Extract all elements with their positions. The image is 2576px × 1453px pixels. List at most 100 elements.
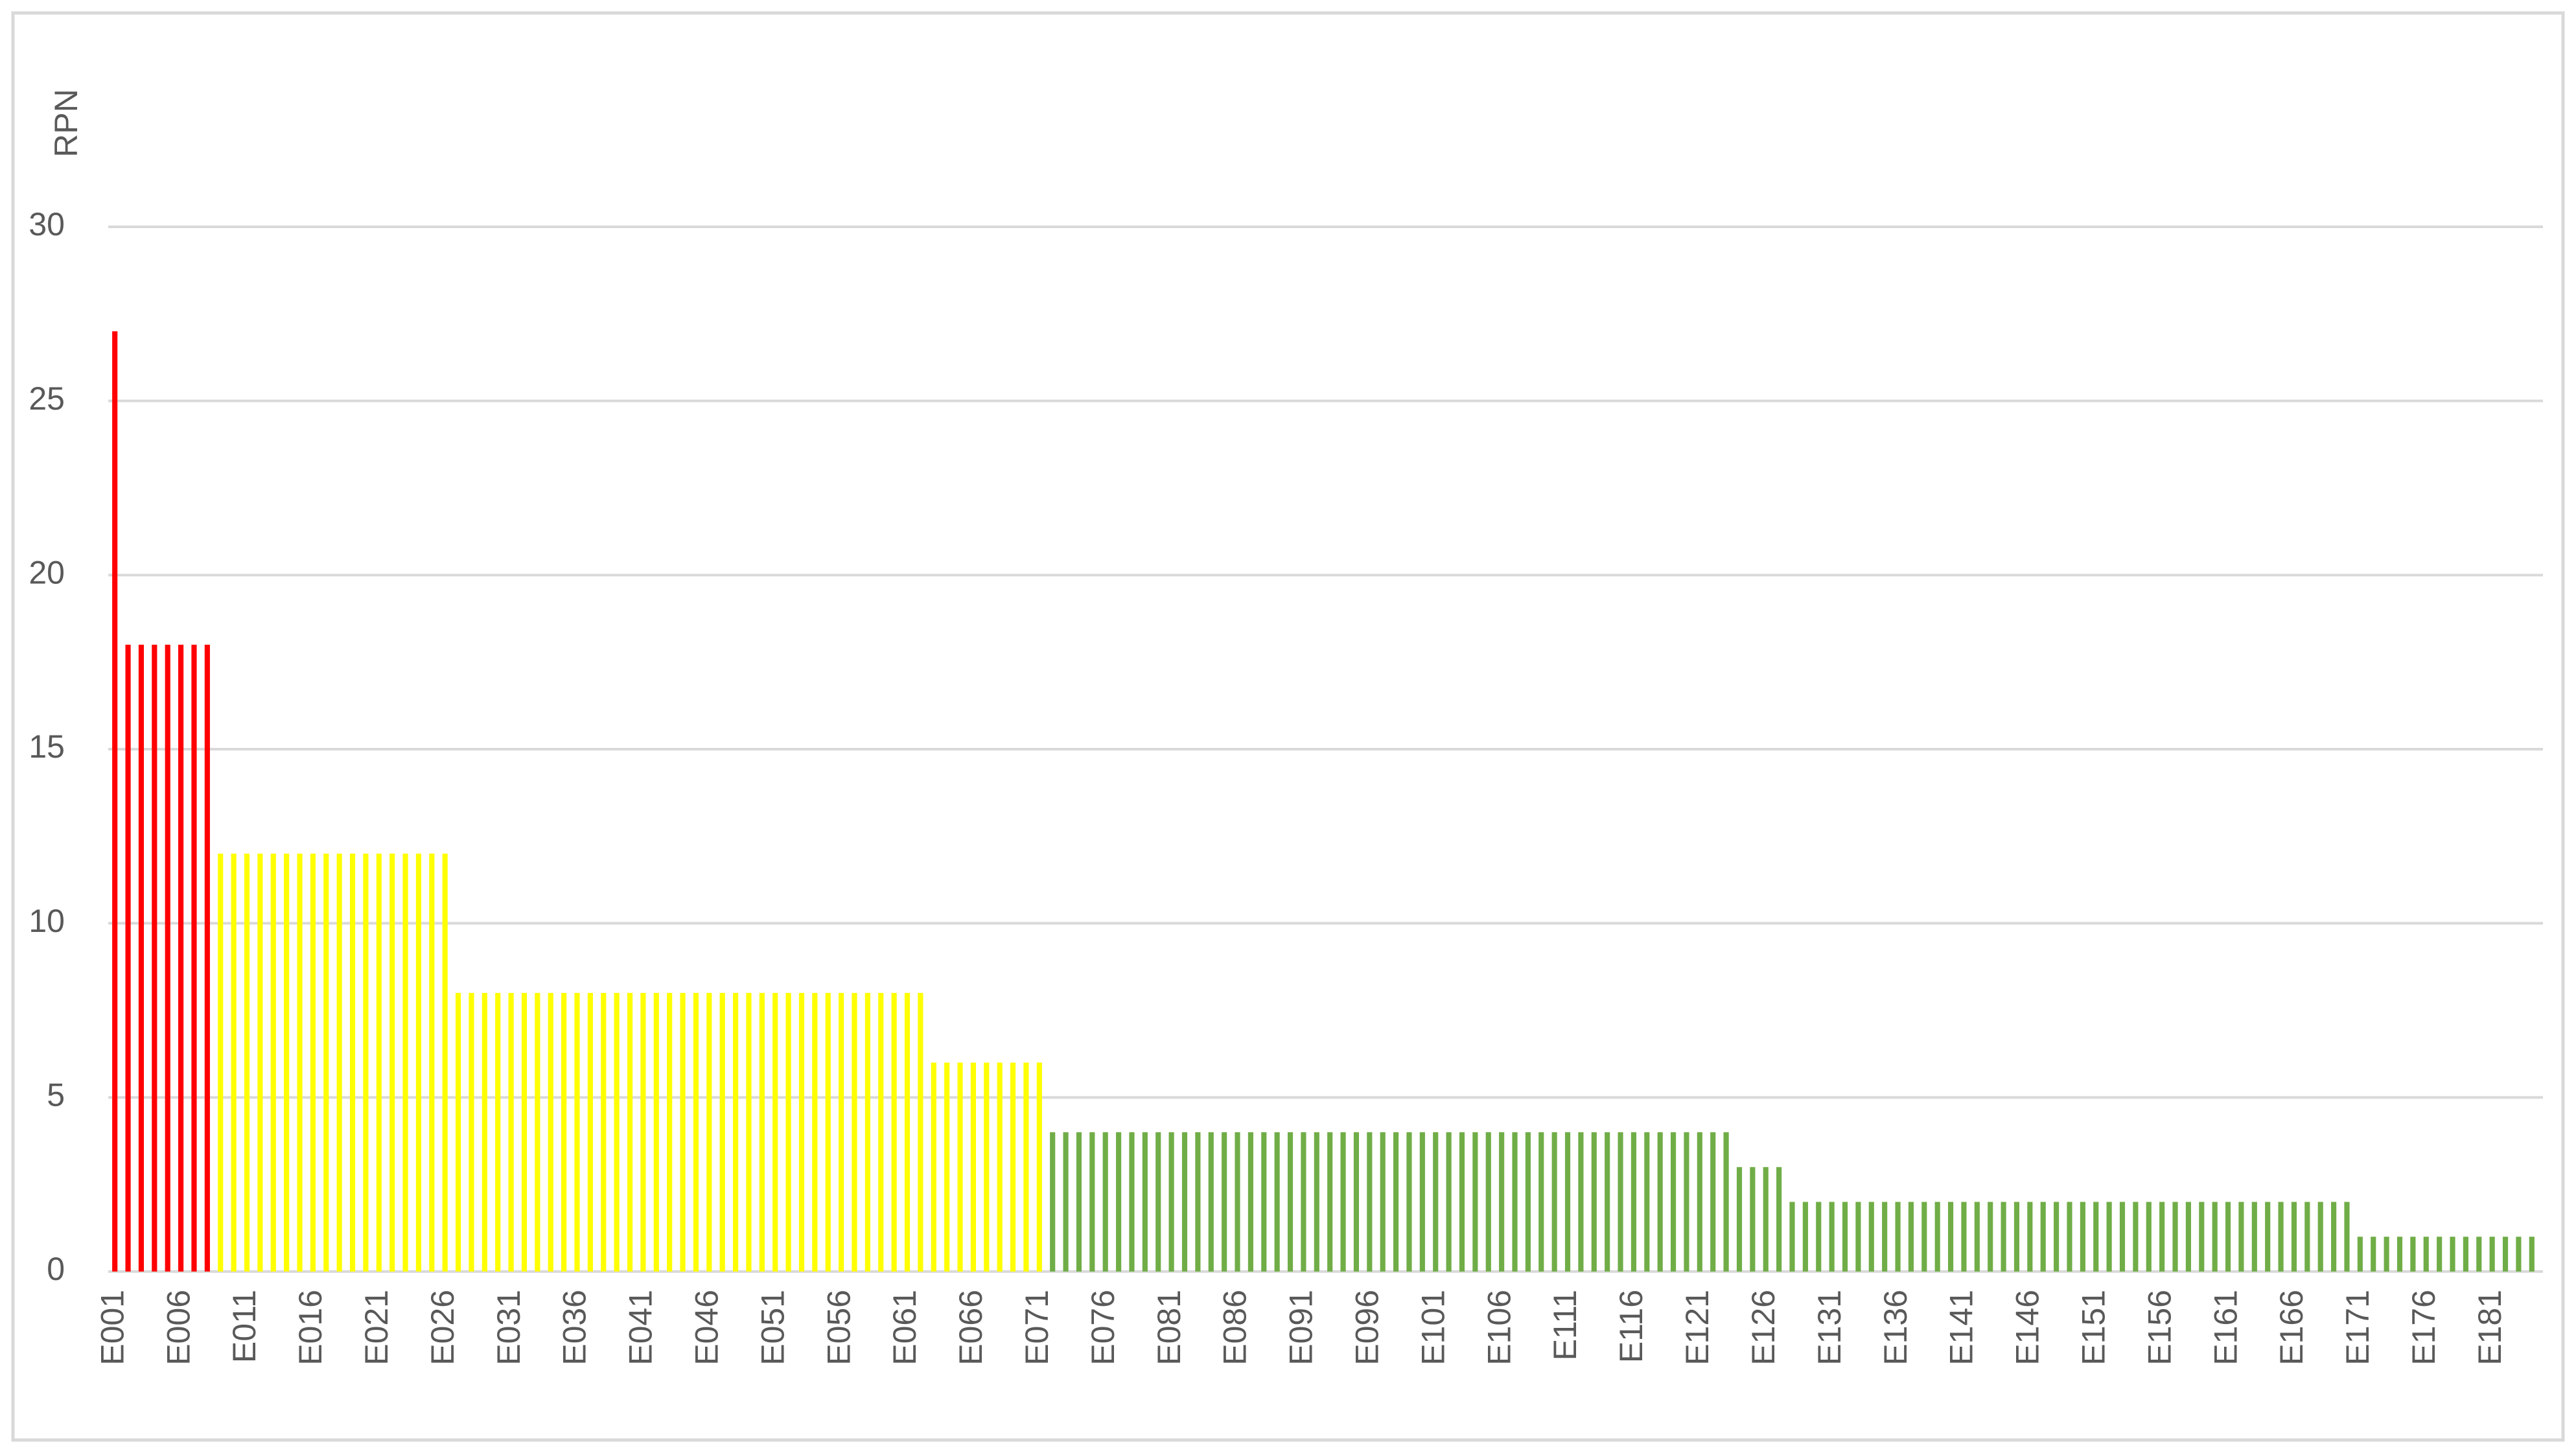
bar — [1630, 1132, 1637, 1272]
bar — [1525, 1132, 1531, 1272]
bar — [2199, 1202, 2205, 1272]
bar — [640, 993, 646, 1272]
bar — [957, 1062, 963, 1272]
x-tick-label: E106 — [1481, 1290, 1517, 1366]
bar — [415, 854, 422, 1272]
bar — [1736, 1167, 1743, 1272]
x-tick-label: E161 — [2207, 1290, 2244, 1366]
bar — [2159, 1202, 2165, 1272]
bar — [693, 993, 699, 1272]
x-tick-label: E126 — [1745, 1290, 1781, 1366]
bar — [218, 854, 224, 1272]
bar — [1988, 1202, 1993, 1272]
bar — [2476, 1237, 2482, 1272]
bar — [2212, 1202, 2218, 1272]
bar — [798, 993, 805, 1272]
bar — [627, 993, 633, 1272]
x-tick-label: E101 — [1415, 1290, 1451, 1366]
y-tick-label: 5 — [47, 1077, 65, 1113]
bar — [1314, 1132, 1319, 1272]
bar — [2357, 1237, 2363, 1272]
bar — [1485, 1132, 1491, 1272]
bar — [191, 644, 197, 1272]
bar — [178, 644, 184, 1272]
bar — [231, 854, 237, 1272]
bar — [561, 993, 567, 1272]
bar — [2093, 1202, 2099, 1272]
bar — [2502, 1237, 2509, 1272]
bar — [1472, 1132, 1478, 1272]
bar — [667, 993, 673, 1272]
bar — [1829, 1202, 1835, 1272]
x-tick-label: E071 — [1019, 1290, 1055, 1366]
bar — [2251, 1202, 2257, 1272]
x-tick-label: E081 — [1151, 1290, 1187, 1366]
bar — [112, 331, 118, 1272]
bar — [363, 854, 369, 1272]
bar — [1446, 1132, 1452, 1272]
bar — [1974, 1202, 1980, 1272]
bar — [2304, 1202, 2310, 1272]
bar — [653, 993, 659, 1272]
x-tick-label: E141 — [1944, 1290, 1980, 1366]
x-tick-label: E031 — [491, 1290, 527, 1366]
bar — [984, 1062, 990, 1272]
bar — [2027, 1202, 2033, 1272]
bar — [336, 854, 342, 1272]
bar — [1406, 1132, 1412, 1272]
x-tick-label: E156 — [2141, 1290, 2177, 1366]
bar — [1287, 1132, 1294, 1272]
bar — [812, 993, 818, 1272]
bar — [204, 644, 210, 1272]
bar — [1142, 1132, 1148, 1272]
bar — [2054, 1202, 2060, 1272]
bar — [495, 993, 501, 1272]
bar — [297, 854, 303, 1272]
x-tick-label: E146 — [2010, 1290, 2046, 1366]
bar — [535, 993, 540, 1272]
x-tick-label: E176 — [2406, 1290, 2442, 1366]
bar — [878, 993, 884, 1272]
bar — [2265, 1202, 2271, 1272]
bar — [2225, 1202, 2231, 1272]
bar — [1895, 1202, 1901, 1272]
bar — [323, 854, 329, 1272]
bar — [1697, 1132, 1702, 1272]
bar — [2410, 1237, 2416, 1272]
bar — [1789, 1202, 1795, 1272]
bar — [1353, 1132, 1360, 1272]
bar — [1499, 1132, 1505, 1272]
y-axis-label: RPN — [48, 89, 84, 157]
x-tick-label: E006 — [160, 1290, 196, 1366]
bar — [469, 993, 474, 1272]
bar — [548, 993, 553, 1272]
bar — [904, 993, 911, 1272]
bar — [2238, 1202, 2244, 1272]
bar — [1605, 1132, 1610, 1272]
bar — [389, 854, 395, 1272]
bar — [574, 993, 580, 1272]
bar — [429, 854, 435, 1272]
bar — [402, 854, 408, 1272]
bar — [165, 644, 170, 1272]
x-tick-label: E016 — [292, 1290, 329, 1366]
bar — [2331, 1202, 2337, 1272]
bar — [284, 854, 290, 1272]
x-tick-label: E091 — [1283, 1290, 1319, 1366]
x-tick-label: E051 — [754, 1290, 791, 1366]
bar — [1802, 1202, 1808, 1272]
bar — [1076, 1132, 1082, 1272]
x-tick-label: E066 — [953, 1290, 989, 1366]
bar — [2040, 1202, 2046, 1272]
bar — [1327, 1132, 1333, 1272]
bar — [1419, 1132, 1425, 1272]
bar — [1393, 1132, 1399, 1272]
bar — [1050, 1132, 1056, 1272]
bar — [2067, 1202, 2072, 1272]
bar — [1591, 1132, 1597, 1272]
bar — [1063, 1132, 1069, 1272]
bar — [2450, 1237, 2455, 1272]
bar — [2119, 1202, 2126, 1272]
bar — [1181, 1132, 1188, 1272]
